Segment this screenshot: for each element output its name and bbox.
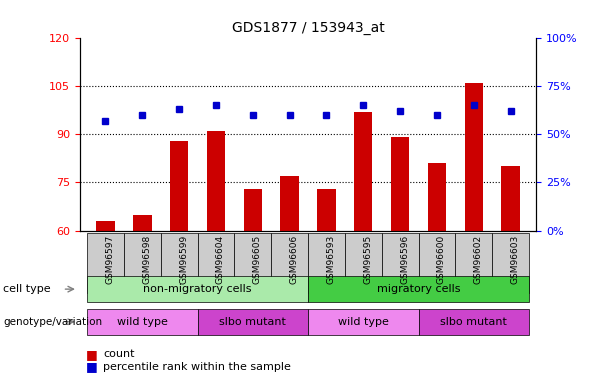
Text: GSM96595: GSM96595 [364,234,372,284]
Text: migratory cells: migratory cells [377,284,460,294]
Text: GSM96597: GSM96597 [105,234,115,284]
Bar [207,131,225,231]
Text: ■: ■ [86,348,97,361]
Text: wild type: wild type [338,317,389,327]
Bar [501,166,520,231]
Bar [391,137,409,231]
Text: cell type: cell type [3,284,51,294]
Text: GSM96596: GSM96596 [400,234,409,284]
Text: genotype/variation: genotype/variation [3,317,102,327]
Bar [465,82,483,231]
Text: GSM96604: GSM96604 [216,234,225,284]
Text: GSM96602: GSM96602 [474,234,483,284]
Text: GSM96600: GSM96600 [437,234,446,284]
Bar [428,163,446,231]
Text: GSM96593: GSM96593 [327,234,335,284]
Text: GSM96606: GSM96606 [289,234,299,284]
Bar [243,189,262,231]
Text: percentile rank within the sample: percentile rank within the sample [103,362,291,372]
Text: non-migratory cells: non-migratory cells [143,284,252,294]
Bar [318,189,336,231]
Text: GSM96605: GSM96605 [253,234,262,284]
Bar [133,214,151,231]
Bar [170,141,188,231]
Text: GSM96599: GSM96599 [179,234,188,284]
Text: count: count [103,350,134,359]
Text: slbo mutant: slbo mutant [440,317,507,327]
Text: GSM96603: GSM96603 [511,234,520,284]
Text: GSM96598: GSM96598 [142,234,151,284]
Text: ■: ■ [86,360,97,373]
Bar [354,111,373,231]
Text: slbo mutant: slbo mutant [219,317,286,327]
Text: wild type: wild type [117,317,168,327]
Title: GDS1877 / 153943_at: GDS1877 / 153943_at [232,21,384,35]
Bar [280,176,299,231]
Bar [96,221,115,231]
